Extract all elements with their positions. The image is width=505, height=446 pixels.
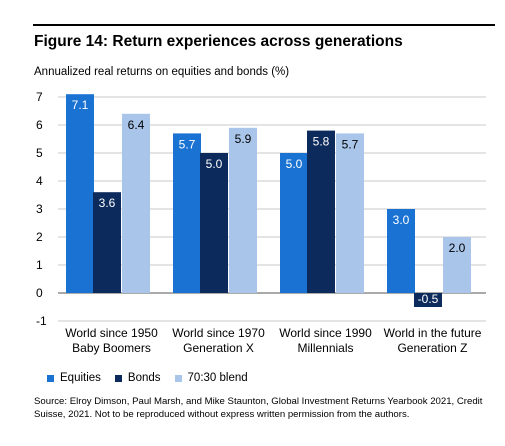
bar-70-30-blend [443, 237, 471, 293]
data-label: -0.5 [418, 292, 439, 306]
y-tick-label: 2 [36, 230, 43, 244]
y-tick-label: -1 [36, 314, 47, 328]
y-tick-label: 0 [36, 286, 43, 300]
bar-bonds [93, 192, 121, 293]
data-label: 5.9 [235, 132, 252, 146]
data-label: 2.0 [449, 241, 466, 255]
x-tick-label: Baby Boomers [72, 341, 151, 355]
x-tick-label: World since 1970 [172, 326, 265, 340]
data-label: 5.7 [179, 137, 196, 151]
data-label: 3.6 [99, 196, 116, 210]
bar-bonds [200, 153, 228, 293]
bar-equities [173, 133, 201, 293]
bar-bonds [307, 130, 335, 293]
bar-70-30-blend [336, 133, 364, 293]
data-label: 5.7 [342, 137, 359, 151]
legend: Equities Bonds 70:30 blend [47, 372, 262, 384]
data-label: 7.1 [72, 98, 89, 112]
bar-70-30-blend [229, 127, 257, 293]
legend-label-blend: 70:30 blend [187, 372, 248, 384]
y-tick-label: 5 [36, 146, 43, 160]
y-tick-label: 6 [36, 118, 43, 132]
bar-bonds [414, 293, 442, 307]
legend-label-equities: Equities [60, 372, 101, 384]
legend-label-bonds: Bonds [127, 372, 161, 384]
top-rule [33, 24, 495, 26]
data-label: 5.8 [313, 135, 330, 149]
bar-equities [387, 209, 415, 293]
legend-swatch-equities [47, 374, 54, 382]
bar-equities [66, 94, 94, 293]
y-tick-label: 4 [36, 174, 43, 188]
legend-item-bonds: Bonds [114, 372, 161, 384]
bar-equities [280, 153, 308, 293]
x-tick-label: Generation Z [397, 341, 467, 355]
chart-subtitle: Annualized real returns on equities and … [34, 66, 290, 78]
legend-item-equities: Equities [47, 372, 101, 384]
figure-title: Figure 14: Return experiences across gen… [34, 33, 403, 50]
source-note: Source: Elroy Dimson, Paul Marsh, and Mi… [34, 396, 483, 420]
x-tick-label: World since 1990 [279, 326, 372, 340]
x-tick-label: World in the future [384, 326, 482, 340]
data-label: 3.0 [393, 213, 410, 227]
legend-item-blend: 70:30 blend [174, 372, 248, 384]
bar-70-30-blend [122, 113, 150, 293]
legend-swatch-bonds [114, 374, 122, 382]
data-label: 6.4 [128, 118, 145, 132]
legend-swatch-blend [174, 374, 182, 382]
x-tick-label: Generation X [183, 341, 254, 355]
y-tick-label: 7 [36, 90, 43, 104]
x-tick-label: Millennials [297, 341, 353, 355]
x-tick-label: World since 1950 [65, 326, 158, 340]
data-label: 5.0 [206, 157, 223, 171]
y-tick-label: 3 [36, 202, 43, 216]
y-tick-label: 1 [36, 258, 43, 272]
data-label: 5.0 [286, 157, 303, 171]
